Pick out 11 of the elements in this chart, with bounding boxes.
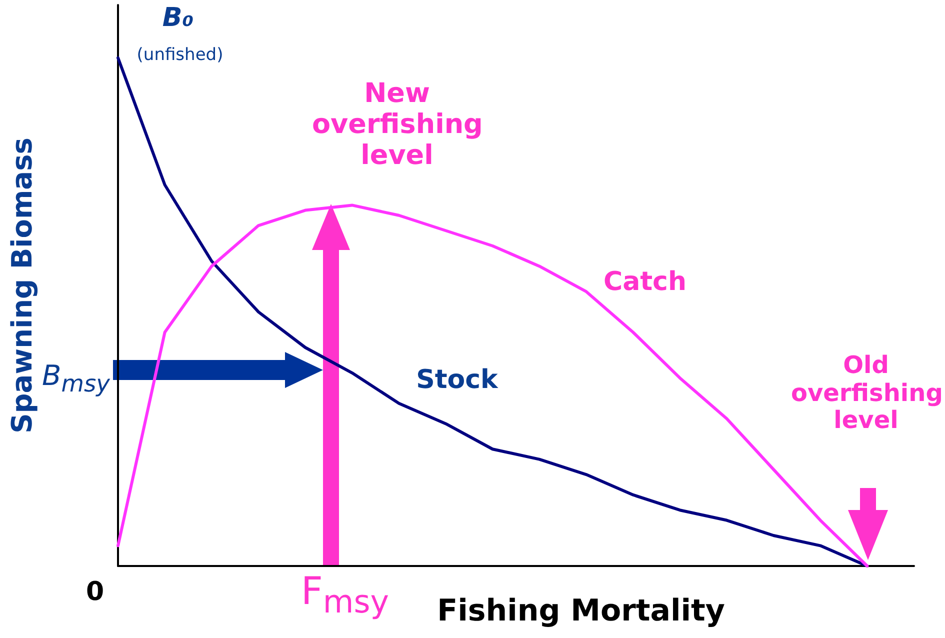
series-label: Stock: [415, 365, 500, 396]
x-axis-title: Fishing Mortality: [437, 594, 726, 628]
annotation: (unfished): [136, 45, 224, 66]
y-axis-title: Spawning Biomass: [6, 138, 38, 434]
text: B₀: [161, 3, 195, 34]
text: F$_{msy}$: [300, 569, 390, 622]
annotation: Old overfishing level: [791, 351, 943, 435]
text: B$_{msy}$: [41, 359, 111, 398]
text: 0: [84, 577, 106, 608]
annotation: New overfishing level: [312, 78, 483, 172]
series-label: Catch: [602, 267, 688, 298]
